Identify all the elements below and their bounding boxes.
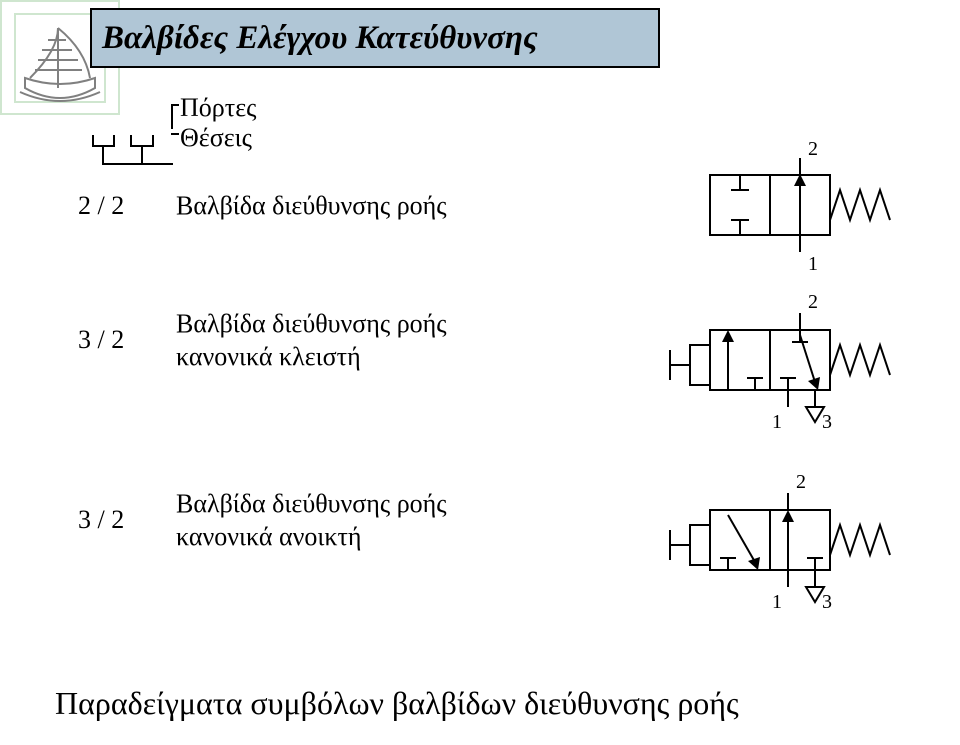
valve-label-1: Βαλβίδα διεύθυνσης ροής — [176, 191, 447, 221]
svg-text:1: 1 — [808, 253, 818, 275]
positions-label: Θέσεις — [180, 123, 252, 153]
svg-text:1: 1 — [772, 591, 782, 613]
svg-text:2: 2 — [808, 140, 818, 160]
valve-code-3: 3 / 2 — [78, 505, 124, 535]
valve-code-1: 2 / 2 — [78, 191, 124, 221]
footer-text: Παραδείγματα συμβόλων βαλβίδων διεύθυνση… — [55, 685, 739, 722]
valve-3-2-nc-symbol: 2 1 3 — [660, 290, 940, 455]
valve-code-2: 3 / 2 — [78, 325, 124, 355]
page-title: Βαλβίδες Ελέγχου Κατεύθυνσης — [102, 20, 538, 57]
valve-3-2-no-symbol: 2 1 3 — [660, 470, 940, 635]
svg-text:1: 1 — [772, 411, 782, 433]
svg-text:3: 3 — [822, 411, 832, 433]
title-box: Βαλβίδες Ελέγχου Κατεύθυνσης — [90, 8, 660, 68]
valve-label-3: Βαλβίδα διεύθυνσης ροής κανονικά ανοικτή — [176, 488, 447, 553]
svg-text:2: 2 — [808, 291, 818, 313]
svg-text:2: 2 — [796, 471, 806, 493]
valve-label-2: Βαλβίδα διεύθυνσης ροής κανονικά κλειστή — [176, 308, 447, 373]
svg-text:3: 3 — [822, 591, 832, 613]
ports-label: Πόρτες — [180, 93, 256, 123]
valve-2-2-symbol: 2 1 — [700, 140, 920, 285]
